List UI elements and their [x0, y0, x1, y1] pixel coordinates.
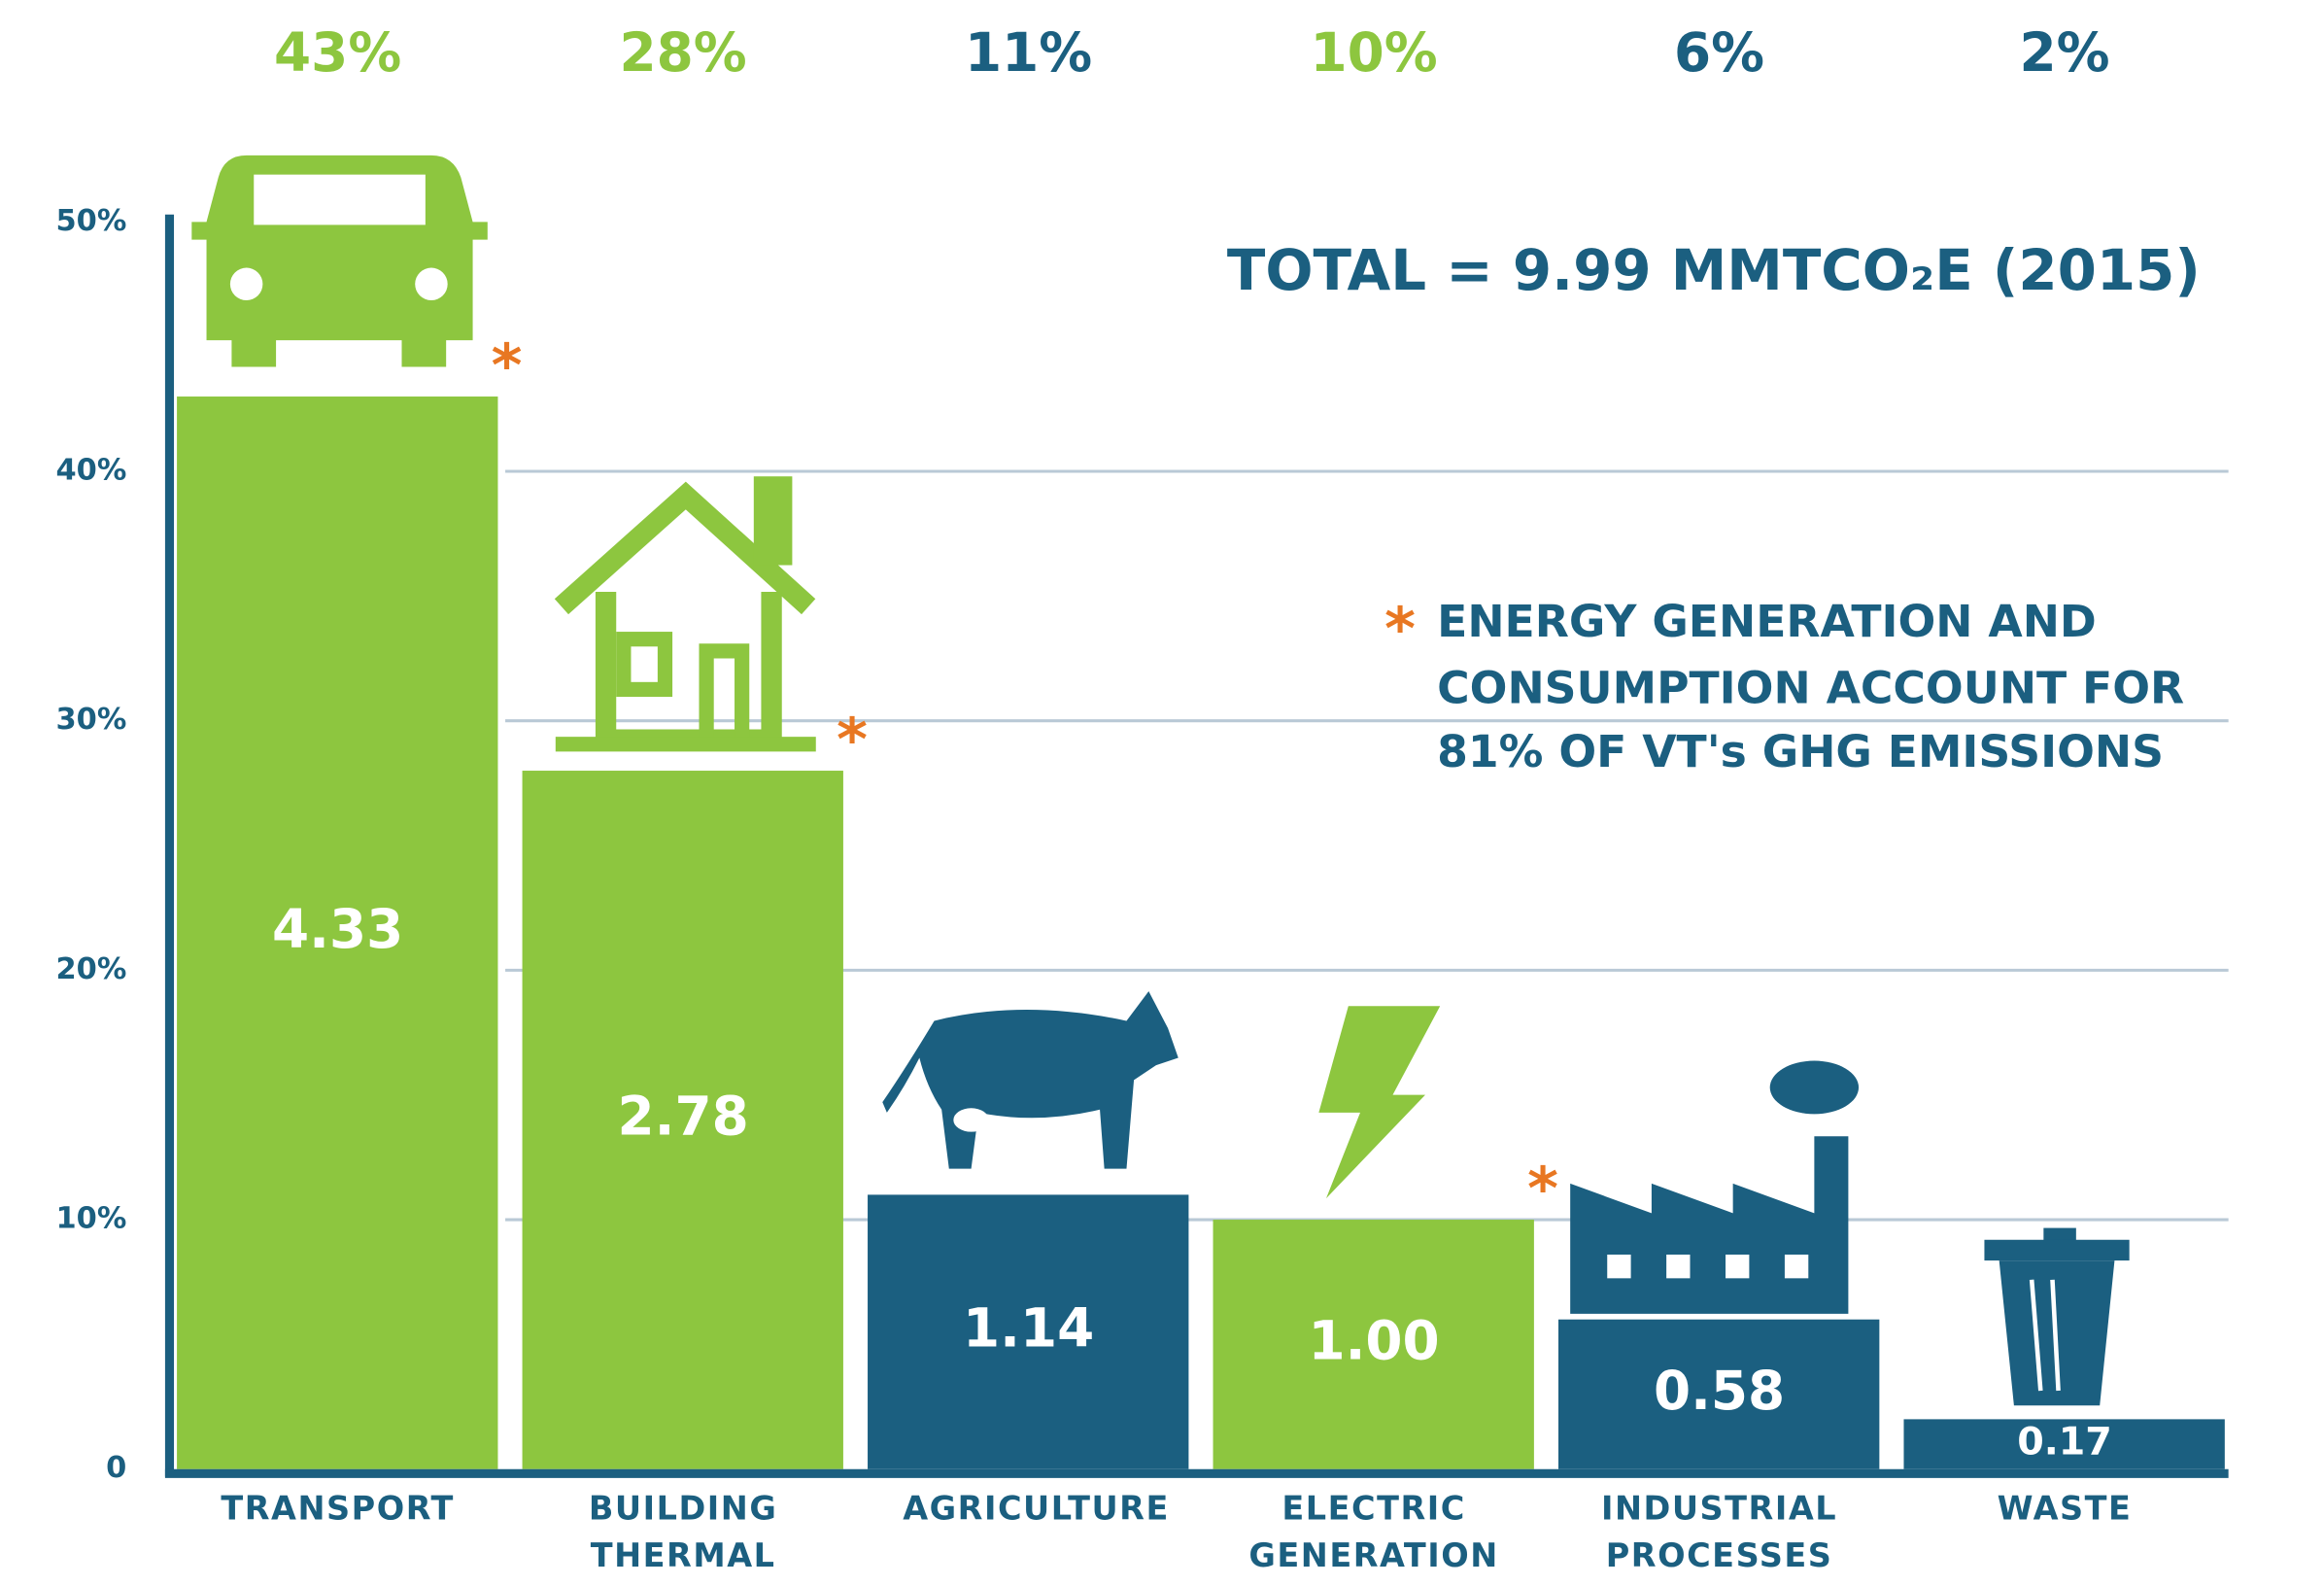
emission-label: 2.78	[618, 1086, 749, 1148]
y-tick-label: 30%	[55, 703, 126, 737]
x-tick-label: AGRICULTURE	[903, 1491, 1170, 1529]
y-tick-label: 0	[106, 1451, 126, 1485]
x-tick-label: ELECTRIC GENERATION	[1248, 1491, 1499, 1576]
x-label-box: AGRICULTURE	[903, 1491, 1170, 1529]
emission-label: 1.00	[1308, 1310, 1439, 1372]
house-icon	[554, 476, 816, 752]
bar	[1903, 1419, 2225, 1469]
emission-label: 4.33	[272, 898, 403, 960]
bar	[522, 771, 843, 1469]
x-tick-label: WASTE	[1997, 1491, 2133, 1529]
value-label: 2%	[2020, 21, 2110, 84]
note-line: CONSUMPTION ACCOUNT FOR	[1437, 662, 2184, 713]
x-tick-label: INDUSTRIAL PROCESSES	[1600, 1491, 1838, 1576]
emission-label: 0.58	[1654, 1360, 1785, 1422]
x-label-box: INDUSTRIAL PROCESSES	[1600, 1491, 1838, 1576]
y-tick-label: 20%	[55, 952, 126, 986]
factory-icon	[1570, 1060, 1860, 1314]
car-icon	[191, 155, 488, 367]
x-tick-label: TRANSPORT	[221, 1491, 455, 1529]
value-label: 43%	[274, 21, 401, 84]
asterisk: *	[492, 331, 523, 400]
bar	[177, 396, 498, 1469]
bolt-icon	[1318, 1006, 1441, 1199]
bars	[177, 396, 2225, 1469]
x-label-box: WASTE	[1997, 1491, 2133, 1529]
value-label: 6%	[1674, 21, 1764, 84]
y-tick-label: 50%	[55, 204, 126, 238]
y-tick-label: 10%	[55, 1202, 126, 1236]
value-label: 10%	[1310, 21, 1437, 84]
value-label: 28%	[620, 21, 747, 84]
x-label-box: TRANSPORT	[221, 1491, 455, 1529]
trash-icon	[1984, 1227, 2130, 1406]
y-tick-label: 40%	[55, 454, 126, 488]
value-label: 11%	[965, 21, 1092, 84]
emission-label: 1.14	[963, 1297, 1094, 1360]
emission-label: 0.17	[2017, 1420, 2112, 1465]
x-label-box: ELECTRIC GENERATION	[1248, 1491, 1499, 1576]
chart-title: TOTAL = 9.99 MMTCO₂E (2015)	[1227, 237, 2201, 303]
note-marker: *	[1384, 595, 1416, 664]
bar	[868, 1194, 1189, 1469]
cow-icon	[882, 991, 1179, 1169]
asterisk: *	[1527, 1155, 1558, 1224]
note-line: 81% OF VT's GHG EMISSIONS	[1437, 726, 2164, 777]
x-label-box: BUILDING THERMAL	[588, 1491, 778, 1576]
bar	[1213, 1220, 1534, 1469]
note-line: ENERGY GENERATION AND	[1437, 596, 2097, 647]
x-tick-label: BUILDING THERMAL	[588, 1491, 778, 1576]
bar	[1558, 1319, 1880, 1469]
asterisk: *	[837, 706, 868, 775]
